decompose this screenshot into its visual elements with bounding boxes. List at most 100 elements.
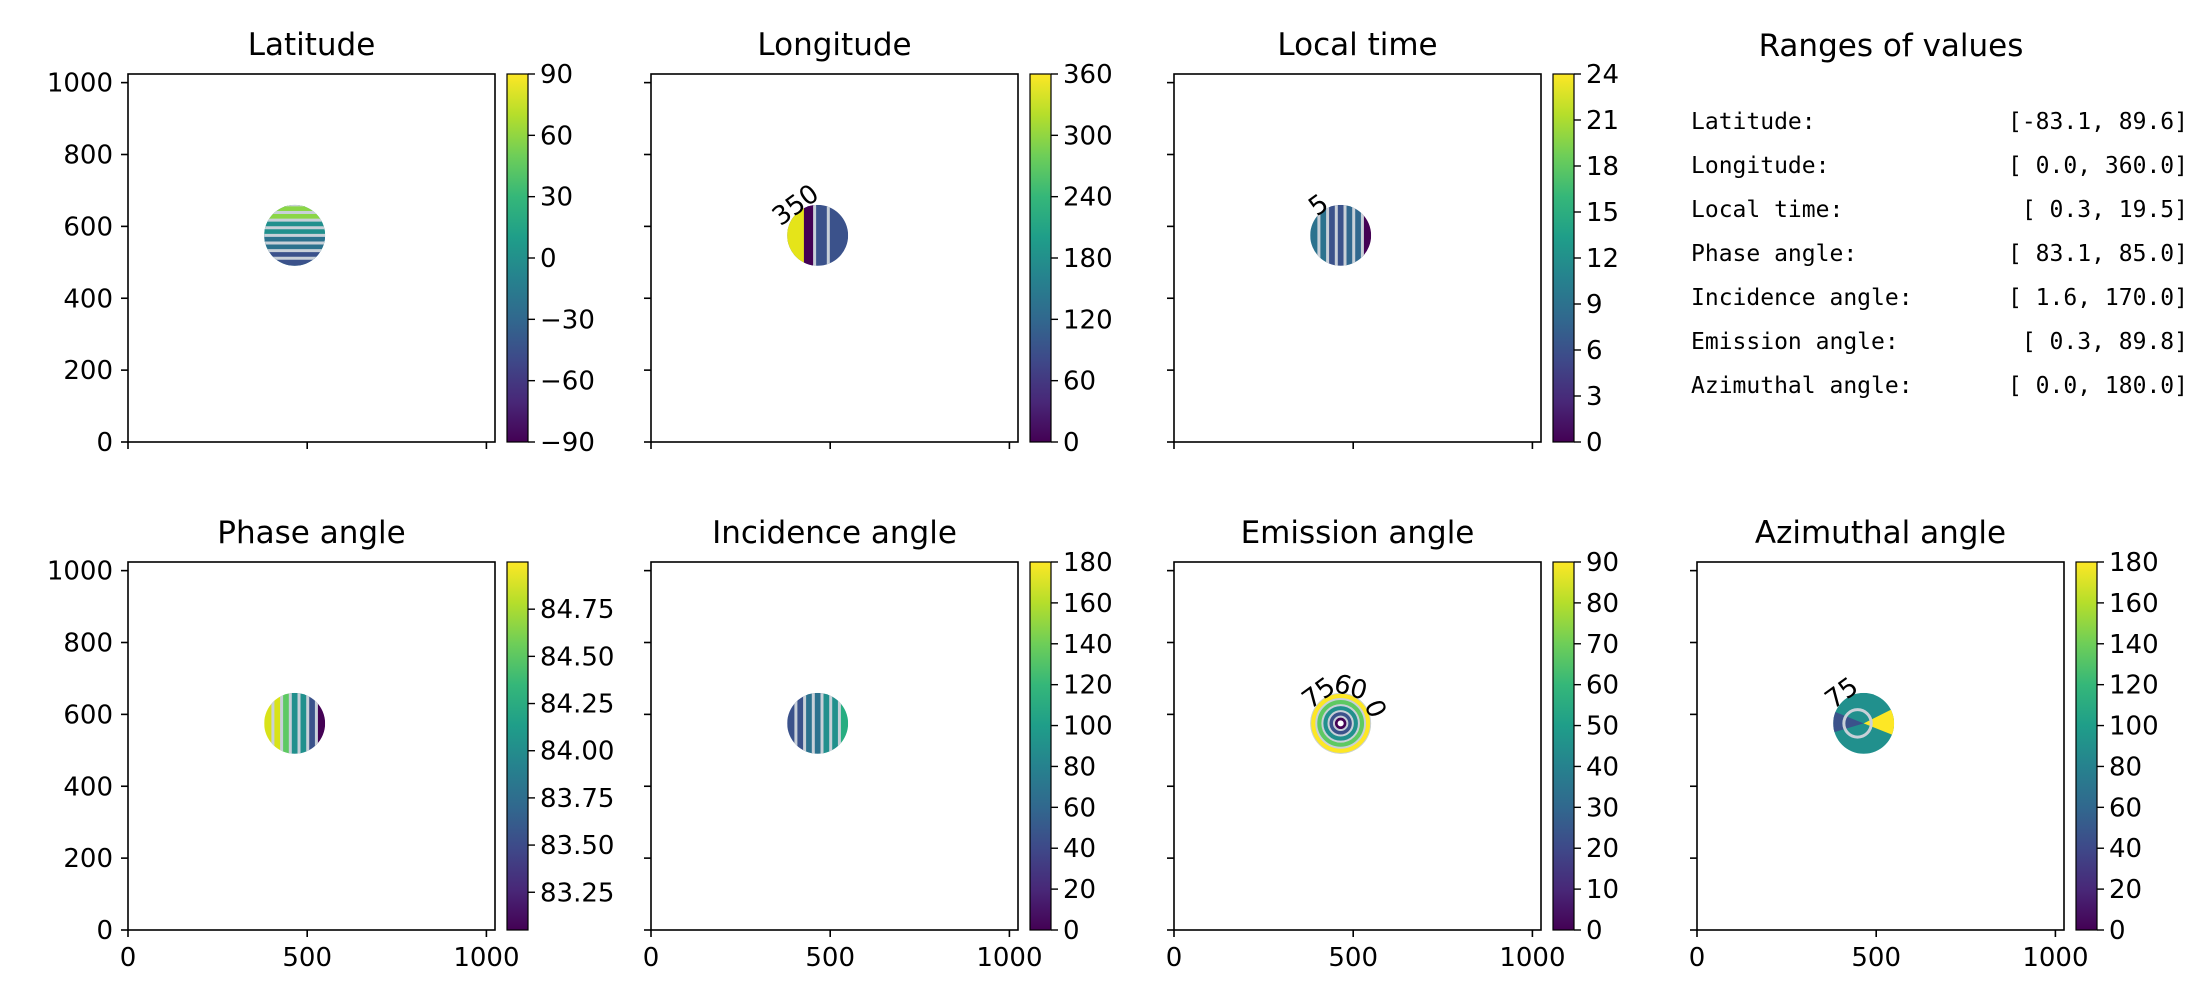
x-tick-label: 0	[1166, 943, 1183, 973]
ranges-rows: Latitude: [-83.1, 89.6] Longitude: [ 0.0, 3…	[1691, 109, 2188, 399]
panel-latitude: Latitude 0 200 400 600 800 1000 90 60 30 0 −30 −60 −9…	[47, 27, 595, 458]
x-tick-label: 500	[282, 943, 332, 973]
disc-band	[264, 220, 326, 228]
colorbar-tick-label: 0	[1586, 428, 1603, 458]
x-tick-label: 0	[643, 943, 660, 973]
colorbar-tick-label: 80	[1586, 589, 1619, 619]
disc-band	[795, 692, 805, 754]
colorbar-tick-label: −60	[540, 367, 595, 397]
colorbar-tick-label: 60	[1063, 367, 1096, 397]
disc-band	[264, 250, 326, 259]
y-tick-label: 200	[63, 844, 113, 874]
panel-incidence-angle: Incidence angle 0 500 1000 180 160 140 120 100 80…	[643, 515, 1113, 973]
disc-band	[803, 204, 815, 266]
disc-wedge	[1863, 708, 1895, 736]
colorbar	[1552, 73, 1575, 443]
disc-band	[1318, 204, 1328, 266]
axes-frame	[127, 561, 496, 931]
disc-band	[299, 692, 308, 754]
range-row-value: [ 0.3, 19.5]	[2022, 197, 2188, 223]
y-tick-label: 600	[63, 700, 113, 730]
disc-band	[264, 258, 326, 266]
colorbar-tick-label: 84.50	[540, 642, 614, 672]
range-row-label: Local time:	[1691, 197, 1843, 223]
colorbar-tick-label: 83.50	[540, 831, 614, 861]
colorbar-tick-label: 0	[2109, 916, 2126, 946]
colorbar-tick-label: 300	[1063, 121, 1113, 151]
disc-band	[787, 692, 796, 754]
colorbar	[506, 561, 529, 931]
disc-band	[316, 692, 326, 754]
disc-band	[787, 204, 804, 266]
planet-disc	[264, 692, 326, 754]
range-row-label: Incidence angle:	[1691, 285, 1913, 311]
colorbar-tick-label: 40	[1586, 752, 1619, 782]
colorbar	[2075, 561, 2098, 931]
colorbar-tick-label: 140	[2109, 630, 2159, 660]
colorbar-tick-label: 0	[1063, 428, 1080, 458]
colorbar-tick-label: 60	[540, 121, 573, 151]
axes-frame	[650, 561, 1019, 931]
colorbar-tick-label: 120	[1063, 305, 1113, 335]
range-row-value: [ 0.3, 89.8]	[2022, 329, 2188, 355]
colorbar-tick-label: 60	[1586, 671, 1619, 701]
range-row-value: [-83.1, 89.6]	[2008, 109, 2188, 135]
colorbar-tick-label: 90	[1586, 548, 1619, 578]
planet-disc	[787, 692, 849, 754]
colorbar-tick-label: 120	[1063, 671, 1113, 701]
axes-frame	[1696, 561, 2065, 931]
colorbar-tick-label: 12	[1586, 244, 1619, 274]
panel-title: Azimuthal angle	[1755, 515, 2006, 551]
colorbar	[1552, 561, 1575, 931]
colorbar-tick-label: 18	[1586, 152, 1619, 182]
colorbar-tick-label: 0	[1063, 916, 1080, 946]
disc-band	[264, 212, 326, 221]
colorbar-tick-label: 180	[1063, 548, 1113, 578]
disc-band	[264, 227, 326, 236]
disc-band	[264, 692, 273, 754]
disc-band	[1353, 204, 1363, 266]
colorbar-tick-label: 100	[2109, 712, 2159, 742]
colorbar-tick-label: 100	[1063, 712, 1113, 742]
y-tick-label: 1000	[47, 69, 113, 99]
planet-disc	[264, 204, 326, 266]
panel-title: Local time	[1277, 27, 1437, 63]
planet-disc	[1833, 692, 1895, 754]
axes-frame	[1173, 561, 1542, 931]
disc-wedge	[1833, 711, 1864, 733]
y-tick-label: 0	[96, 428, 113, 458]
colorbar	[1029, 73, 1052, 443]
colorbar-tick-label: −30	[540, 305, 595, 335]
y-tick-label: 200	[63, 356, 113, 386]
colorbar-tick-label: 3	[1586, 382, 1603, 412]
colorbar-tick-label: 40	[2109, 834, 2142, 864]
disc-band	[839, 692, 849, 754]
disc-band	[822, 692, 831, 754]
range-row-value: [ 0.0, 360.0]	[2008, 153, 2188, 179]
colorbar	[1029, 561, 1052, 931]
colorbar-tick-label: 90	[540, 60, 573, 90]
colorbar-tick-label: 50	[1586, 712, 1619, 742]
contour-line	[1842, 708, 1873, 739]
disc-band	[1327, 204, 1337, 266]
colorbar-tick-label: 30	[540, 183, 573, 213]
range-row-value: [ 1.6, 170.0]	[2008, 285, 2188, 311]
disc-band	[1336, 204, 1346, 266]
colorbar-tick-label: 24	[1586, 60, 1619, 90]
y-tick-label: 600	[63, 212, 113, 242]
colorbar-tick-label: −90	[540, 428, 595, 458]
ranges-title: Ranges of values	[1759, 28, 2024, 64]
planet-disc	[1310, 204, 1372, 266]
x-tick-label: 500	[1328, 943, 1378, 973]
range-row-value: [ 0.0, 180.0]	[2008, 373, 2188, 399]
colorbar	[506, 73, 529, 443]
disc-band	[307, 692, 317, 754]
range-row-label: Longitude:	[1691, 153, 1829, 179]
range-row-label: Phase angle:	[1691, 241, 1857, 267]
colorbar-tick-label: 83.25	[540, 878, 614, 908]
